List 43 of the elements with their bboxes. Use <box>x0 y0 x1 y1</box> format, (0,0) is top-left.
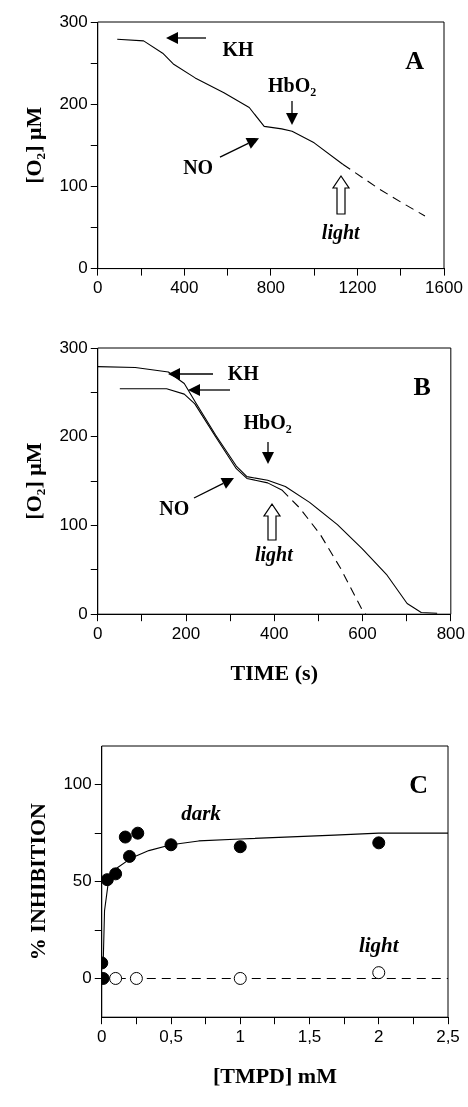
y-tick-label: 100 <box>59 176 88 196</box>
x-tick-label: 2,5 <box>436 1027 460 1047</box>
annotation: NO <box>159 496 190 519</box>
y-tick-label: 300 <box>59 11 88 31</box>
x-tick-label: 0,5 <box>159 1027 183 1047</box>
x-tick-label: 1 <box>235 1027 245 1047</box>
annotation: KH <box>222 37 254 60</box>
text: A <box>405 45 425 75</box>
x-axis-title: TIME (s) <box>230 660 318 686</box>
x-tick-label: 600 <box>348 624 377 644</box>
series-label: dark <box>181 801 222 826</box>
x-tick-label: 1600 <box>425 278 463 298</box>
annotation: HbO₂ <box>267 74 317 97</box>
y-tick-label: 0 <box>78 258 88 278</box>
y-axis-title: [O₂] μM <box>20 442 46 520</box>
annotation: light <box>321 221 362 245</box>
text: C <box>409 769 428 799</box>
y-tick-label: 0 <box>82 968 92 988</box>
x-tick-label: 1200 <box>338 278 377 298</box>
x-tick-label: 200 <box>171 624 201 644</box>
x-tick-label: 2 <box>374 1027 384 1047</box>
x-axis-title: [TMPD] mM <box>212 1063 338 1089</box>
y-tick-label: 100 <box>63 774 92 794</box>
y-tick-label: 50 <box>72 871 92 891</box>
x-tick-label: 0 <box>97 1027 107 1047</box>
y-tick-label: 100 <box>59 515 88 535</box>
annotation: light <box>254 543 295 567</box>
y-axis-title: [O₂] μM <box>20 106 46 184</box>
annotation: NO <box>183 155 214 178</box>
x-tick-label: 800 <box>436 624 466 644</box>
annotation: HbO₂ <box>243 411 292 434</box>
x-tick-label: 800 <box>256 278 286 298</box>
annotation: KH <box>227 362 260 385</box>
series-label: light <box>358 933 400 958</box>
y-tick-label: 200 <box>59 93 88 113</box>
text: B <box>413 371 431 401</box>
x-tick-label: 400 <box>260 624 289 644</box>
y-tick-label: 300 <box>59 337 88 357</box>
y-axis-title: % INHIBITION <box>24 802 50 961</box>
x-tick-label: 1,5 <box>297 1027 322 1047</box>
y-tick-label: 200 <box>59 426 88 446</box>
y-tick-label: 0 <box>78 603 88 623</box>
x-tick-label: 400 <box>170 278 199 298</box>
